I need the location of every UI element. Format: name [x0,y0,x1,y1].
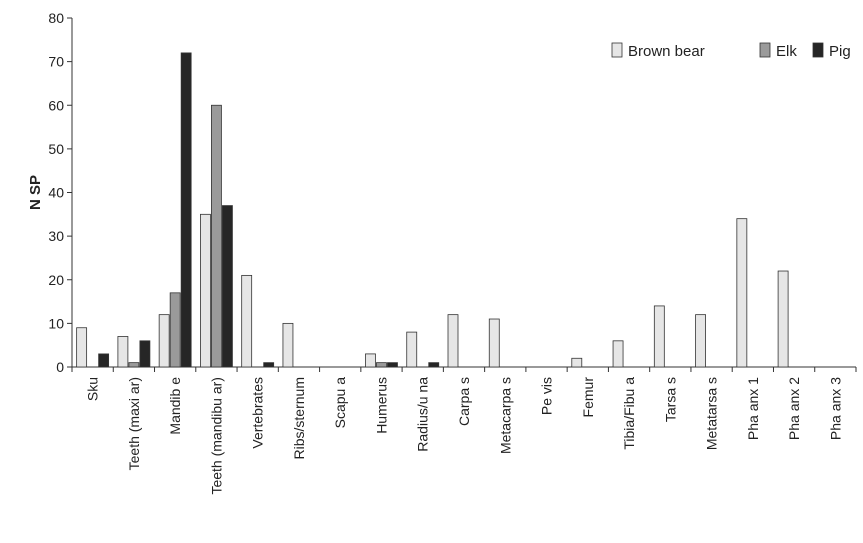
bar-brown-bear [488,318,500,368]
legend-swatch-elk [759,42,771,58]
y-tick-label: 70 [48,54,64,70]
x-tick-label: Scapu a [332,377,348,429]
y-tick-label: 30 [48,228,64,244]
y-tick-label: 40 [48,185,64,201]
bar-pig [180,52,192,368]
x-tick-label: Pha anx 3 [827,377,843,440]
y-tick-label: 0 [56,359,64,375]
bar-brown-bear [571,357,583,368]
x-tick-label: Femur [580,377,596,418]
y-tick-label: 10 [48,315,64,331]
x-tick-label: Metatarsa s [704,377,720,450]
x-tick-label: Carpa s [456,377,472,426]
bar-pig [139,340,151,368]
bar-brown-bear [241,274,253,368]
x-tick-label: Sku [85,377,101,401]
legend-label-pig: Pig [829,43,851,60]
bar-brown-bear [76,327,88,368]
legend-swatch-brown-bear [611,42,623,58]
bar-elk [376,362,387,368]
x-tick-label: Radius/u na [415,377,431,452]
bar-elk [211,104,222,368]
x-axis-ticks [71,367,857,372]
bars [76,52,789,368]
bar-pig [263,362,275,368]
x-tick-label: Pha anx 1 [745,377,761,440]
legend-label-elk: Elk [776,43,797,60]
legend-swatch-pig [812,42,824,58]
y-axis-ticks: 0 10 20 30 40 50 60 70 80 [48,10,72,375]
bar-brown-bear [653,305,665,368]
y-tick-label: 50 [48,141,64,157]
x-tick-label: Metacarpa s [497,377,513,454]
x-tick-label: Teeth (maxi ar) [126,377,142,470]
bar-brown-bear [695,314,706,368]
bar-brown-bear [365,353,376,368]
bar-brown-bear [736,218,748,368]
x-tick-label: Ribs/sternum [291,377,307,459]
x-tick-label: Teeth (mandibu ar) [208,377,224,495]
bar-brown-bear [117,336,129,368]
bar-elk [169,292,181,368]
x-tick-label: Tibia/Fibu a [621,377,637,450]
x-tick-label: Humerus [373,377,389,434]
bar-brown-bear [447,314,459,368]
bar-brown-bear [406,331,418,368]
x-tick-label: Mandib e [167,377,183,435]
bar-pig [98,353,110,368]
y-tick-label: 60 [48,97,64,113]
y-tick-label: 20 [48,272,64,288]
x-axis-tick-labels: Sku Teeth (maxi ar) Mandib e Teeth (mandibu… [85,377,844,495]
x-tick-label: Pe vis [539,377,555,415]
y-tick-label: 80 [48,10,64,26]
legend-label-brown-bear: Brown bear [628,43,705,60]
bar-brown-bear [612,340,624,368]
bar-pig [222,205,233,368]
bar-brown-bear [777,270,789,368]
x-tick-label: Pha anx 2 [786,377,802,440]
legend: Brown bear Elk Pig [611,42,851,60]
bar-brown-bear [200,213,211,368]
bar-brown-bear [282,322,294,368]
y-axis-label: N SP [27,175,44,210]
bar-brown-bear [158,314,170,368]
bar-pig [387,362,398,368]
bar-elk [128,362,140,368]
x-tick-label: Tarsa s [662,377,678,422]
x-tick-label: Vertebrates [250,377,266,449]
bar-pig [428,362,440,368]
